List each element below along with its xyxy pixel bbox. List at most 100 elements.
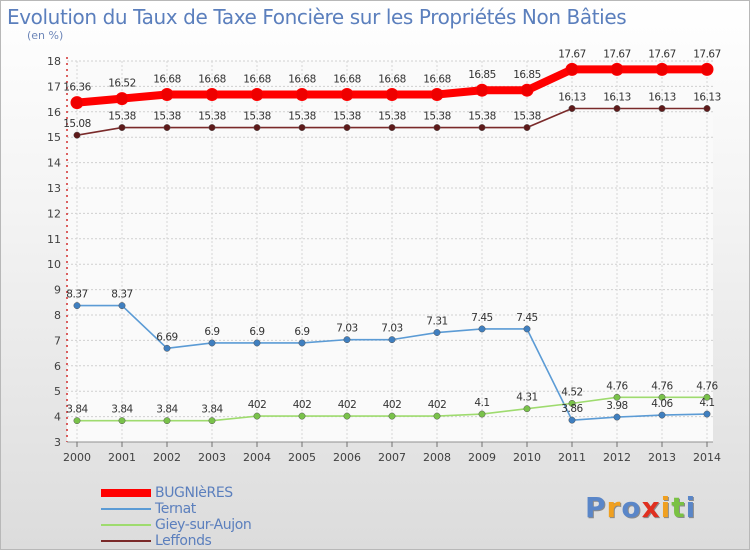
data-label: 7.03	[381, 323, 402, 335]
data-point	[118, 302, 126, 310]
data-point	[73, 131, 81, 139]
data-label: 15.38	[423, 111, 451, 123]
y-tick-label: 13	[47, 182, 61, 195]
data-point	[295, 88, 309, 102]
data-point	[523, 325, 531, 333]
data-point	[433, 412, 441, 420]
data-label: 16.52	[108, 78, 136, 90]
data-label: 15.38	[333, 111, 361, 123]
data-label: 6.9	[294, 326, 309, 338]
data-point	[70, 96, 84, 110]
data-point	[73, 417, 81, 425]
plot-area	[67, 61, 713, 442]
data-label: 15.38	[288, 111, 316, 123]
data-label: 402	[338, 399, 357, 411]
y-tick-label: 9	[54, 284, 61, 297]
data-point	[388, 124, 396, 131]
data-label: 17.67	[693, 48, 721, 60]
legend-item: Ternat	[101, 501, 251, 517]
data-point	[73, 302, 81, 310]
data-point	[343, 336, 351, 344]
data-label: 3.84	[156, 404, 178, 416]
logo-letter: i	[685, 491, 697, 524]
data-label: 402	[428, 399, 447, 411]
x-tick-label: 2006	[333, 451, 361, 464]
data-point	[163, 417, 171, 425]
data-point	[118, 124, 126, 131]
legend-swatch	[101, 524, 151, 526]
data-label: 17.67	[648, 48, 676, 60]
x-tick-label: 2011	[558, 451, 586, 464]
y-tick-label: 8	[54, 309, 61, 322]
data-point	[433, 329, 441, 336]
data-point	[703, 410, 711, 418]
data-point	[478, 124, 486, 131]
data-point	[655, 62, 669, 76]
proxiti-logo: Proxiti	[585, 491, 696, 524]
data-point	[610, 62, 624, 76]
legend-label: BUGNIèRES	[155, 485, 233, 501]
x-tick-label: 2000	[63, 451, 91, 464]
logo-letter: r	[606, 491, 622, 524]
data-label: 15.38	[153, 111, 181, 123]
legend-swatch	[101, 508, 151, 510]
data-label: 3.84	[66, 404, 88, 416]
x-tick-label: 2004	[243, 451, 271, 464]
data-point	[658, 393, 666, 401]
data-point	[613, 413, 621, 421]
y-tick-label: 14	[47, 157, 61, 170]
chart-title: Evolution du Taux de Taxe Foncière sur l…	[7, 5, 627, 29]
data-label: 17.67	[603, 48, 631, 60]
grid	[67, 60, 713, 443]
data-point	[115, 92, 129, 106]
data-point	[253, 124, 261, 131]
data-label: 3.84	[201, 404, 223, 416]
data-label: 16.68	[288, 74, 316, 86]
y-tick-label: 11	[47, 233, 61, 246]
data-point	[163, 124, 171, 131]
logo-letter: i	[660, 491, 672, 524]
data-point	[658, 411, 666, 419]
logo-letter: t	[671, 491, 686, 524]
data-label: 17.67	[558, 48, 586, 60]
data-label: 15.38	[198, 111, 226, 123]
data-point	[433, 124, 441, 131]
x-tick-label: 2007	[378, 451, 406, 464]
data-point	[703, 393, 711, 401]
y-tick-label: 4	[54, 411, 61, 424]
y-tick-label: 3	[54, 436, 61, 449]
data-label: 16.68	[423, 74, 451, 86]
data-point	[343, 412, 351, 420]
data-label: 16.13	[648, 91, 676, 103]
y-tick-label: 18	[47, 55, 61, 68]
data-label: 16.85	[513, 69, 541, 81]
data-label: 16.13	[693, 91, 721, 103]
data-point	[568, 105, 576, 112]
data-label: 16.68	[153, 74, 181, 86]
data-point	[568, 416, 576, 424]
data-label: 402	[383, 399, 402, 411]
legend-label: Leffonds	[155, 533, 212, 549]
y-tick-label: 7	[54, 334, 61, 347]
data-point	[475, 83, 489, 97]
data-label: 7.45	[516, 312, 537, 324]
x-tick-label: 2001	[108, 451, 136, 464]
data-label: 4.52	[561, 386, 582, 398]
data-label: 3.84	[111, 404, 133, 416]
axes: 3 4 5 6 7 8 9 10 11 12 13 14 15 16 17 18 2000 2001 2002 200…	[47, 55, 721, 464]
data-point	[250, 88, 264, 102]
legend-item: Giey-sur-Aujon	[101, 517, 252, 533]
data-point	[298, 124, 306, 131]
data-point	[523, 405, 531, 413]
data-point	[520, 83, 534, 97]
data-point	[253, 339, 261, 347]
data-point	[205, 88, 219, 102]
data-label: 402	[293, 399, 312, 411]
x-tick-label: 2003	[198, 451, 226, 464]
legend-label: Giey-sur-Aujon	[155, 517, 252, 533]
data-point	[703, 105, 711, 112]
data-label: 16.68	[378, 74, 406, 86]
data-label: 15.38	[513, 111, 541, 123]
y-tick-label: 5	[54, 385, 61, 398]
